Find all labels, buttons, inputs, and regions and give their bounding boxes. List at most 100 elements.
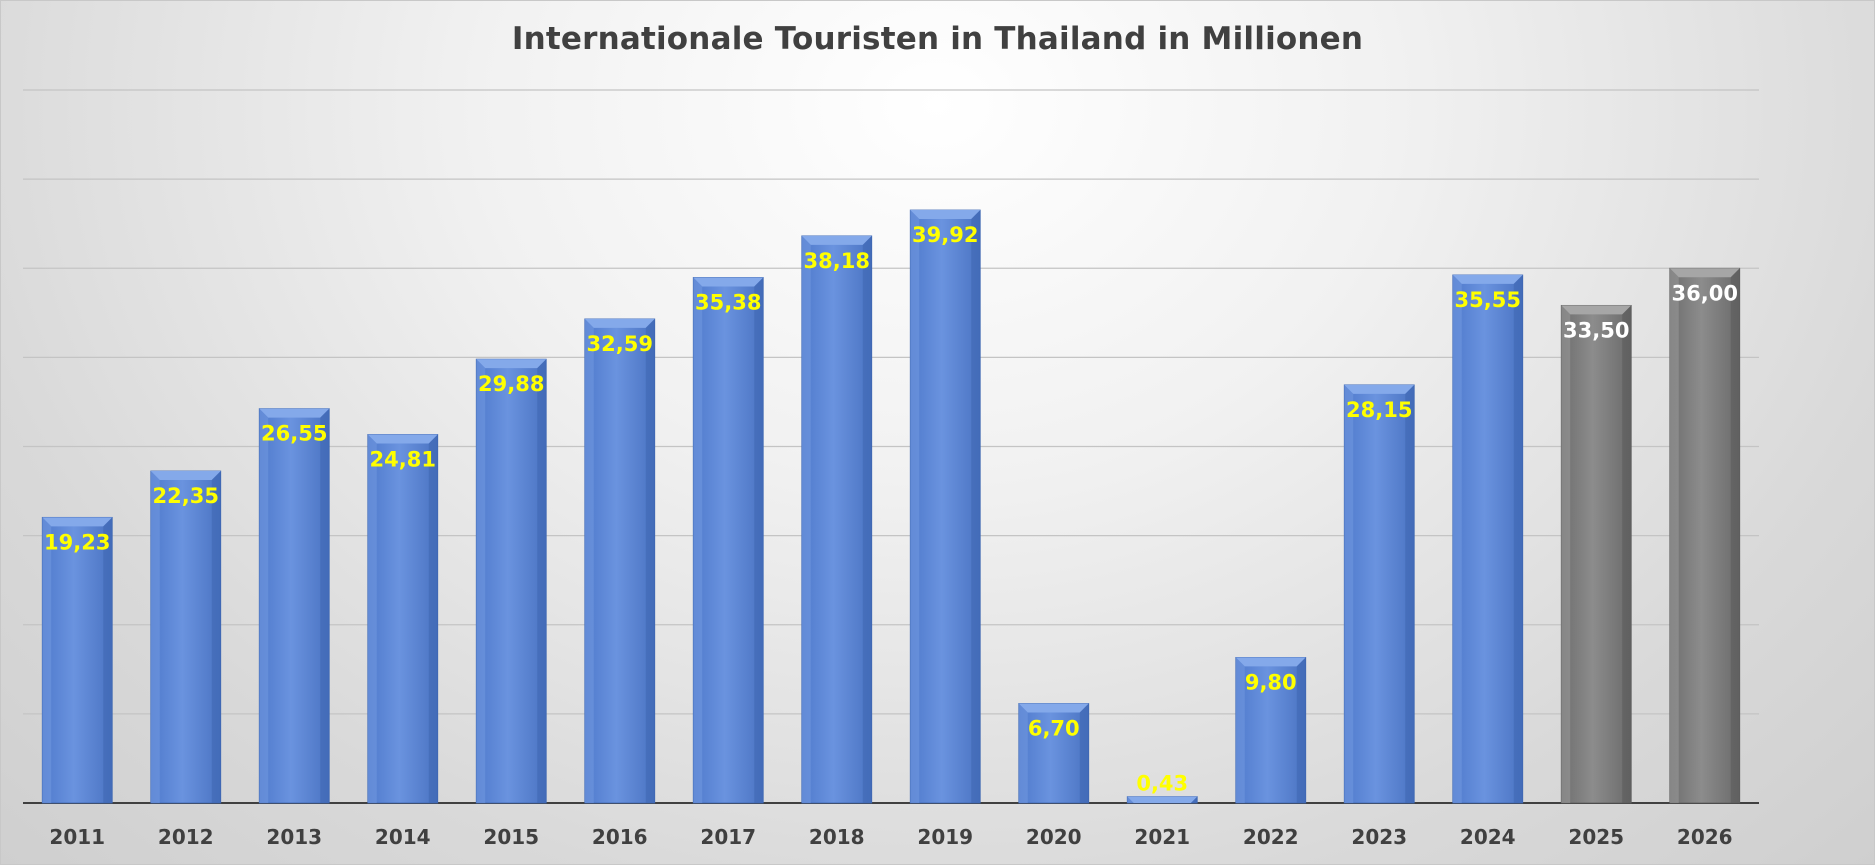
bar-bevel-top (42, 517, 113, 527)
data-label-2015: 29,88 (478, 372, 544, 396)
bar-2020 (1018, 703, 1090, 804)
data-label-2023: 28,15 (1346, 398, 1412, 422)
bar-bevel-top (150, 471, 221, 481)
bar-2014 (367, 434, 439, 804)
bar-2015 (475, 358, 547, 804)
data-label-2022: 9,80 (1245, 670, 1297, 694)
tick-label-2021: 2021 (1134, 825, 1190, 849)
bar-bevel-right (645, 318, 655, 803)
bar-body (150, 470, 222, 804)
bar-bevel-right (862, 235, 872, 803)
bar-bevel-top (1669, 268, 1740, 278)
bars (41, 209, 1741, 804)
bar-bevel-right (1079, 703, 1089, 803)
bar-body (692, 277, 764, 804)
bar-body (1018, 703, 1090, 804)
data-label-2016: 32,59 (587, 332, 653, 356)
data-labels: 19,23 22,35 26,55 24,81 29,88 32,59 35,38 38,18… (44, 223, 1738, 796)
bar-bevel-left (584, 318, 594, 803)
bar-2017 (692, 277, 764, 804)
bar-body (475, 358, 547, 804)
bar-bevel-right (1405, 384, 1415, 803)
bar-body (41, 516, 113, 804)
bar-bevel-left (1452, 274, 1462, 803)
bar-body (1235, 657, 1307, 804)
data-label-2014: 24,81 (370, 447, 436, 471)
bar-2022 (1235, 657, 1307, 804)
bar-bevel-right (1296, 657, 1306, 803)
tick-label-2022: 2022 (1243, 825, 1299, 849)
bar-bevel-right (103, 517, 113, 803)
bar-bevel-right (537, 359, 547, 803)
tick-label-2012: 2012 (158, 825, 214, 849)
bar-bevel-right (971, 210, 981, 803)
bar-body (1452, 274, 1524, 804)
tick-label-2023: 2023 (1351, 825, 1407, 849)
bar-2026 (1669, 267, 1741, 804)
bar-2013 (258, 408, 330, 804)
bar-body (1560, 304, 1632, 804)
bar-2019 (909, 209, 981, 804)
bar-bevel-right (320, 408, 330, 803)
bar-bevel-left (1127, 796, 1134, 803)
data-label-2021: 0,43 (1136, 772, 1188, 796)
tick-label-2015: 2015 (483, 825, 539, 849)
bar-bevel-top (259, 408, 330, 418)
data-label-2025: 33,50 (1563, 318, 1629, 342)
bar-bevel-right (428, 434, 438, 803)
tick-label-2016: 2016 (592, 825, 648, 849)
bar-bevel-top (1235, 657, 1306, 667)
bar-bevel-right (211, 471, 221, 803)
bar-bevel-left (150, 471, 160, 803)
tick-label-2019: 2019 (917, 825, 973, 849)
bar-bevel-left (42, 517, 52, 803)
bar-bevel-left (1344, 384, 1354, 803)
data-label-2026: 36,00 (1672, 281, 1738, 305)
x-axis-ticks: 2011 2012 2013 2014 2015 2016 2017 2018 2019 2020… (49, 825, 1732, 849)
tick-label-2024: 2024 (1460, 825, 1516, 849)
tick-label-2018: 2018 (809, 825, 865, 849)
tick-label-2011: 2011 (49, 825, 105, 849)
tick-label-2017: 2017 (700, 825, 756, 849)
bar-bevel-right (1190, 796, 1198, 803)
tick-label-2026: 2026 (1677, 825, 1733, 849)
bar-bevel-top (367, 434, 438, 444)
bar-body (258, 408, 330, 804)
data-label-2011: 19,23 (44, 530, 110, 554)
bar-bevel-top (476, 359, 547, 369)
tick-label-2025: 2025 (1568, 825, 1624, 849)
bar-bevel-left (259, 408, 269, 803)
bar-bevel-left (1235, 657, 1245, 803)
bar-bevel-left (1018, 703, 1028, 803)
bar-2023 (1343, 384, 1415, 804)
bar-2025 (1560, 304, 1632, 804)
bar-bevel-top (910, 210, 981, 220)
bar-bevel-left (476, 359, 486, 803)
bar-bevel-right (1730, 268, 1740, 803)
bar-body (367, 434, 439, 804)
bar-bevel-top (584, 318, 655, 328)
bar-bevel-left (910, 210, 920, 803)
data-label-2017: 35,38 (695, 290, 761, 314)
bar-2024 (1452, 274, 1524, 804)
bar-bevel-top (1561, 305, 1632, 315)
bar-bevel-left (1561, 305, 1571, 803)
bar-bevel-top (1344, 384, 1415, 394)
data-label-2024: 35,55 (1455, 288, 1521, 312)
tick-label-2020: 2020 (1026, 825, 1082, 849)
bar-bevel-top (1452, 274, 1523, 284)
bar-bevel-left (1669, 268, 1679, 803)
data-label-2012: 22,35 (153, 484, 219, 508)
bar-body (801, 235, 873, 804)
bar-2018 (801, 235, 873, 804)
bar-2012 (150, 470, 222, 804)
tick-label-2013: 2013 (266, 825, 322, 849)
bar-bevel-left (801, 235, 811, 803)
chart-title: Internationale Touristen in Thailand in … (511, 21, 1364, 57)
bar-body (909, 209, 981, 804)
data-label-2013: 26,55 (261, 422, 327, 446)
bar-body (1669, 267, 1741, 804)
bar-bevel-left (693, 277, 703, 803)
bar-bevel-right (1622, 305, 1632, 803)
